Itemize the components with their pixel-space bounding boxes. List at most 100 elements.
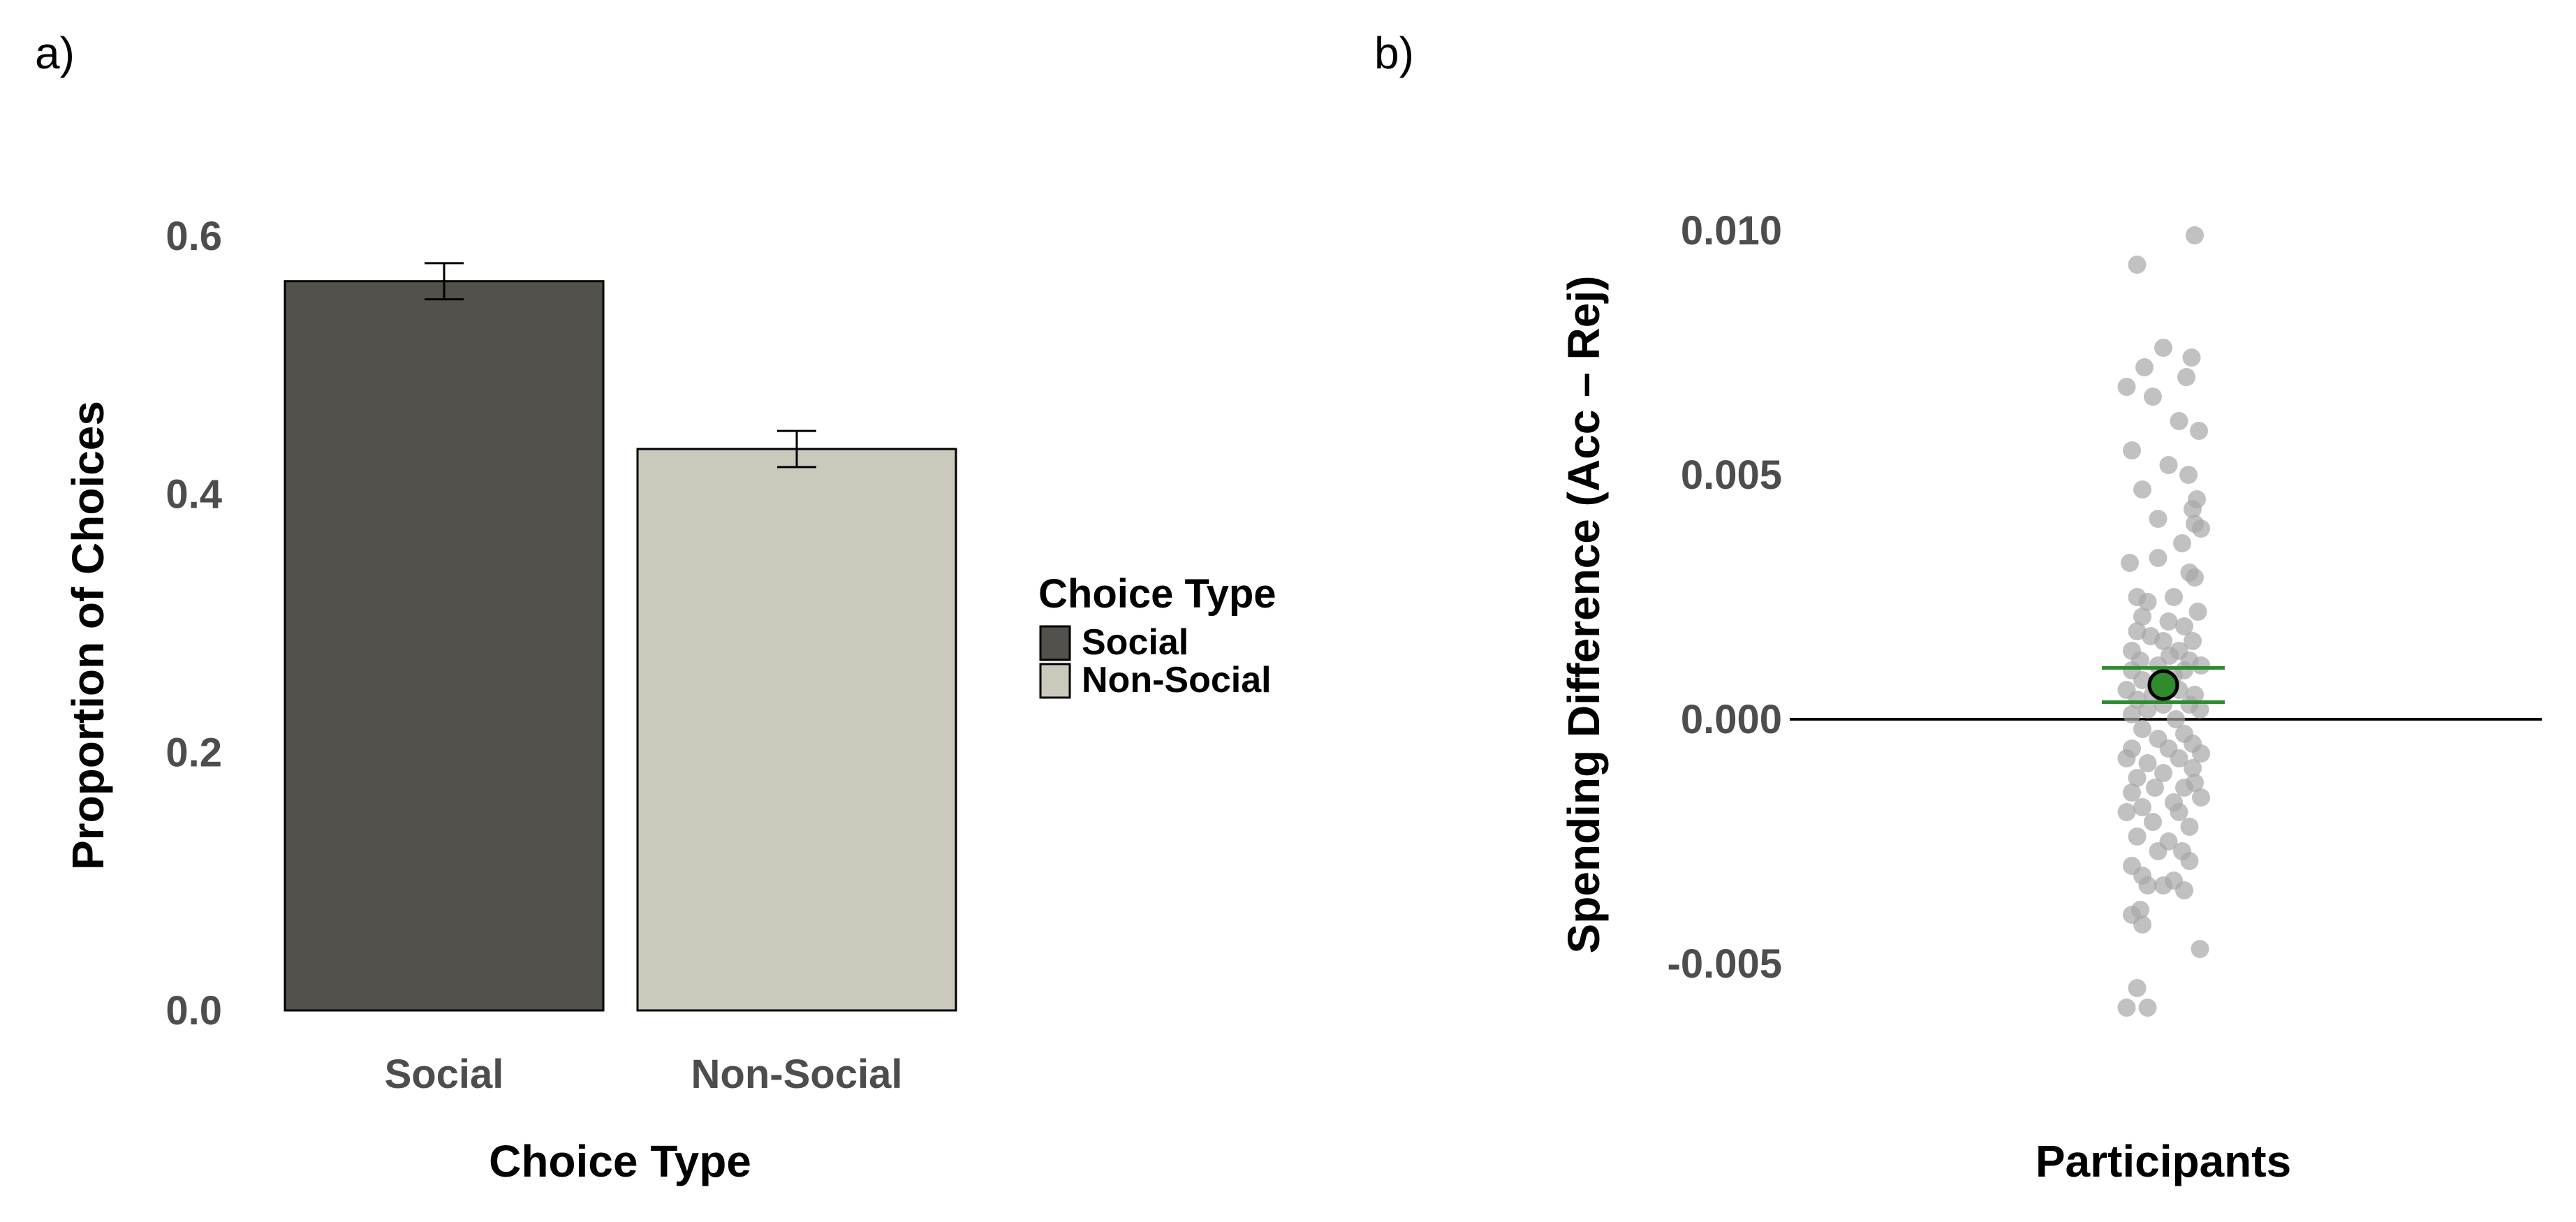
data-point	[2184, 632, 2202, 650]
data-point	[2128, 256, 2147, 274]
data-point	[2133, 798, 2151, 816]
data-point	[2177, 368, 2195, 386]
legend-swatch	[1039, 663, 1071, 699]
data-point	[2146, 779, 2164, 797]
data-point	[2175, 617, 2193, 635]
data-point	[2192, 744, 2210, 763]
data-point	[2117, 749, 2136, 767]
data-point	[2117, 999, 2136, 1017]
data-point	[2154, 876, 2172, 895]
bar-non-social	[636, 448, 957, 1012]
data-point	[2123, 705, 2141, 723]
legend-swatch	[1039, 625, 1071, 661]
data-point	[2175, 779, 2193, 797]
data-point	[2144, 813, 2162, 831]
y-tick-label: 0.005	[1681, 452, 1782, 498]
data-point	[2170, 749, 2188, 767]
bar-social	[284, 280, 605, 1012]
data-point	[2138, 876, 2157, 895]
data-point	[2123, 441, 2141, 459]
data-point	[2121, 554, 2139, 572]
legend-title: Choice Type	[1038, 571, 1276, 617]
data-point	[2128, 769, 2147, 787]
data-point	[2117, 803, 2136, 821]
data-point	[2149, 510, 2167, 528]
data-point	[2180, 818, 2199, 836]
data-point	[2138, 593, 2157, 611]
panel-label-b: b)	[1374, 28, 1414, 78]
data-point	[2190, 422, 2208, 440]
x-tick-label: Social	[385, 1052, 504, 1097]
data-point	[2192, 788, 2210, 807]
panel-label-a: a)	[35, 28, 75, 78]
data-point	[2180, 852, 2199, 870]
data-point	[2173, 534, 2191, 552]
x-tick-label: Non-Social	[691, 1052, 903, 1097]
data-point	[2186, 226, 2204, 244]
bar-chart-panel: 0.00.20.40.6 Social Non-Social Choice Typ…	[63, 214, 1276, 1186]
bars	[284, 280, 957, 1012]
y-axis-title: Spending Difference (Acc – Rej)	[1559, 276, 1609, 954]
scatter-chart-panel: -0.005 0.000 0.005 0.010 Participants Spend…	[1559, 208, 2542, 1186]
data-point	[2133, 720, 2151, 738]
data-point	[2188, 603, 2207, 621]
data-point	[2138, 700, 2157, 719]
data-point	[2170, 803, 2188, 821]
data-point	[2191, 940, 2209, 958]
data-point	[2154, 339, 2172, 357]
data-point	[2138, 999, 2157, 1017]
data-point	[2192, 656, 2210, 675]
y-tick-label: 0.010	[1681, 208, 1782, 253]
y-tick-label: -0.005	[1668, 941, 1782, 987]
data-point	[2117, 378, 2136, 396]
y-axis-title: Proportion of Choices	[63, 401, 113, 870]
data-point	[2182, 348, 2201, 367]
data-point	[2167, 710, 2185, 728]
data-point	[2154, 764, 2172, 782]
data-point	[2154, 632, 2172, 650]
data-point	[2165, 588, 2183, 606]
data-point	[2191, 700, 2209, 719]
y-tick-label: 0.4	[165, 472, 222, 517]
data-point	[2170, 412, 2188, 430]
data-point	[2128, 979, 2147, 997]
data-points	[2117, 226, 2210, 1017]
data-point	[2149, 549, 2167, 567]
y-axis-ticks: -0.005 0.000 0.005 0.010	[1668, 208, 1782, 987]
x-axis-title: Choice Type	[489, 1136, 751, 1186]
data-point	[2159, 612, 2178, 631]
data-point	[2184, 759, 2202, 777]
data-point	[2179, 466, 2198, 484]
data-point	[2186, 568, 2204, 587]
data-point	[2133, 480, 2151, 499]
error-bars	[425, 262, 816, 469]
data-point	[2192, 520, 2210, 538]
data-point	[2175, 881, 2193, 899]
mean-with-ci	[2102, 666, 2225, 704]
data-point	[2123, 783, 2141, 802]
data-point	[2138, 754, 2157, 772]
data-point	[2133, 608, 2151, 626]
data-point	[2144, 388, 2162, 406]
y-tick-label: 0.2	[165, 730, 222, 775]
data-point	[2184, 500, 2202, 518]
legend-label: Non-Social	[1082, 660, 1272, 700]
data-point	[2159, 456, 2178, 474]
data-point	[2128, 827, 2147, 846]
data-point	[2133, 671, 2151, 689]
mean-point	[2147, 669, 2179, 701]
data-point	[2128, 622, 2147, 640]
x-axis-ticks: Social Non-Social	[385, 1052, 903, 1097]
y-tick-label: 0.000	[1681, 697, 1782, 742]
data-point	[2135, 358, 2154, 376]
x-axis-title: Participants	[2036, 1136, 2291, 1186]
y-tick-label: 0.6	[165, 214, 222, 259]
data-point	[2149, 842, 2167, 860]
y-axis-ticks: 0.0 0.2 0.4 0.6	[165, 214, 222, 1033]
legend-label: Social	[1082, 622, 1188, 663]
y-tick-label: 0.0	[165, 988, 222, 1033]
data-point	[2133, 915, 2151, 934]
